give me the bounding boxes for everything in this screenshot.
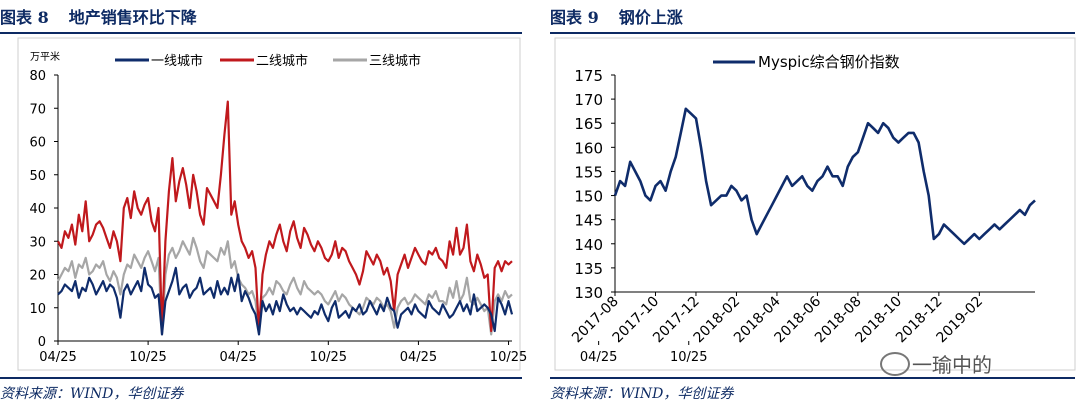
right-y-tick-label: 155 [574, 163, 603, 181]
left-x-tick-label: 10/25 [129, 350, 166, 365]
wechat-icon [880, 352, 910, 376]
right-y-tick-label: 150 [574, 188, 603, 206]
right-figure-number: 图表 9 [550, 8, 599, 27]
left-y-tick-label: 40 [29, 202, 46, 217]
right-line-chart: 1301351401451501551601651701752017-08201… [554, 37, 1076, 371]
right-bottom-rule [550, 377, 1075, 379]
left-y-axis-label: 万平米 [30, 50, 60, 63]
left-legend-label-2: 二线城市 [256, 53, 308, 69]
right-chart-frame [554, 37, 1076, 371]
right-y-tick-label: 140 [574, 236, 603, 254]
right-y-tick-label: 175 [574, 67, 603, 85]
right-y-tick-label: 165 [574, 115, 603, 133]
left-y-tick-label: 30 [29, 235, 46, 250]
right-y-tick-label: 160 [574, 139, 603, 157]
right-y-tick-label: 145 [574, 212, 603, 230]
left-y-tick-label: 60 [29, 136, 46, 151]
right-figure-panel: 图表 9 钢价上涨 130 135 140 145 150 155 160 165 170 175 2… [550, 0, 1080, 412]
left-y-tick-label: 70 [29, 102, 46, 117]
left-figure-number: 图表 8 [0, 8, 49, 27]
right-y-tick-label: 135 [574, 260, 603, 278]
right-series-line [613, 107, 1036, 246]
right-top-rule [550, 32, 1075, 34]
left-source-note: 资料来源：WIND，华创证券 [0, 386, 184, 402]
left-y-tick-label: 20 [29, 269, 46, 284]
left-x-tick-label: 04/25 [400, 350, 437, 365]
right-y-tick-label: 170 [574, 91, 603, 109]
left-legend-label-3: 三线城市 [369, 53, 421, 69]
left-y-tick-label: 50 [29, 169, 46, 184]
left-bottom-rule [0, 377, 522, 379]
left-x-tick-label: 04/25 [219, 350, 256, 365]
left-x-tick-label: 10/25 [490, 350, 527, 365]
left-series-line-2 [57, 100, 513, 333]
left-x-tick-label: 10/25 [670, 350, 707, 365]
right-legend-label: Myspic综合钢价指数 [758, 53, 900, 71]
left-figure-heading: 地产销售环比下降 [68, 8, 197, 27]
left-y-tick-label: 80 [29, 69, 46, 84]
left-legend-label-1: 一线城市 [151, 53, 203, 69]
watermark-text: 一瑜中的 [912, 353, 992, 377]
left-line-chart: 万平米 0 10 20 30 40 50 60 70 80 04/25 10/25 04/25 10/25… [17, 37, 707, 371]
left-x-tick-label: 04/25 [39, 350, 76, 365]
right-figure-title: 图表 9 钢价上涨 [550, 4, 683, 28]
left-y-tick-label: 0 [38, 335, 46, 350]
left-figure-panel: 图表 8 地产销售环比下降 万平米 0 10 20 30 40 50 60 70 80 04/25 10… [0, 0, 707, 412]
left-top-rule [0, 32, 522, 34]
left-series-line-1 [57, 266, 514, 336]
left-y-tick-label: 10 [29, 302, 46, 317]
left-x-tick-label: 10/25 [310, 350, 347, 365]
right-figure-heading: 钢价上涨 [618, 8, 683, 27]
left-chart-frame [17, 37, 521, 371]
left-x-tick-label: 04/25 [580, 350, 617, 365]
left-figure-title: 图表 8 地产销售环比下降 [0, 4, 197, 28]
right-source-note: 资料来源：WIND，华创证券 [550, 386, 734, 402]
right-y-tick-label: 130 [574, 284, 603, 302]
left-series-line-3 [57, 236, 513, 336]
